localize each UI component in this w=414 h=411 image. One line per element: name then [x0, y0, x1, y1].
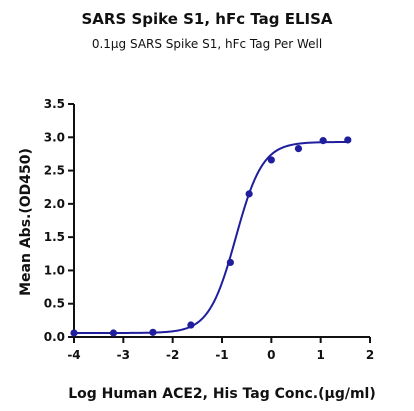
data-point: [149, 328, 157, 336]
x-tick-label: -1: [215, 348, 228, 362]
y-tick-label: 1.0: [44, 263, 65, 277]
x-tick-label: 2: [366, 348, 374, 362]
data-point: [109, 329, 118, 337]
data-point: [226, 258, 234, 267]
data-point: [70, 329, 78, 337]
x-tick-label: -4: [67, 348, 80, 362]
y-tick-label: 2.0: [44, 197, 65, 211]
y-axis-label: Mean Abs.(OD450): [18, 148, 34, 296]
data-point: [319, 137, 327, 145]
y-tick-label: 3.5: [44, 97, 65, 111]
chart-subtitle: 0.1μg SARS Spike S1, hFc Tag Per Well: [91, 37, 323, 51]
y-tick-label: 1.5: [44, 230, 65, 244]
chart-title: SARS Spike S1, hFc Tag ELISA: [81, 10, 333, 28]
data-points: [70, 136, 352, 337]
y-tick-label: 0.0: [44, 330, 65, 344]
fit-curve: [74, 140, 348, 334]
x-tick-label: -3: [117, 348, 130, 362]
data-point: [344, 136, 352, 144]
data-point: [267, 156, 275, 164]
data-point: [294, 145, 303, 153]
x-axis-label: Log Human ACE2, His Tag Conc.(μg/ml): [68, 386, 376, 402]
data-point: [245, 190, 253, 198]
x-tick-label: -2: [166, 348, 179, 362]
x-tick-label: 1: [316, 348, 324, 362]
data-point: [187, 321, 195, 329]
y-tick-label: 3.0: [44, 130, 65, 144]
axes: 0.0 0.5 1.0 1.5 2.0 2.5 3.0 3.5 -4 -3 -2 -1 0 1 2: [44, 97, 374, 362]
x-tick-label: 0: [267, 348, 275, 362]
y-tick-label: 0.5: [44, 297, 65, 311]
y-tick-label: 2.5: [44, 164, 65, 178]
